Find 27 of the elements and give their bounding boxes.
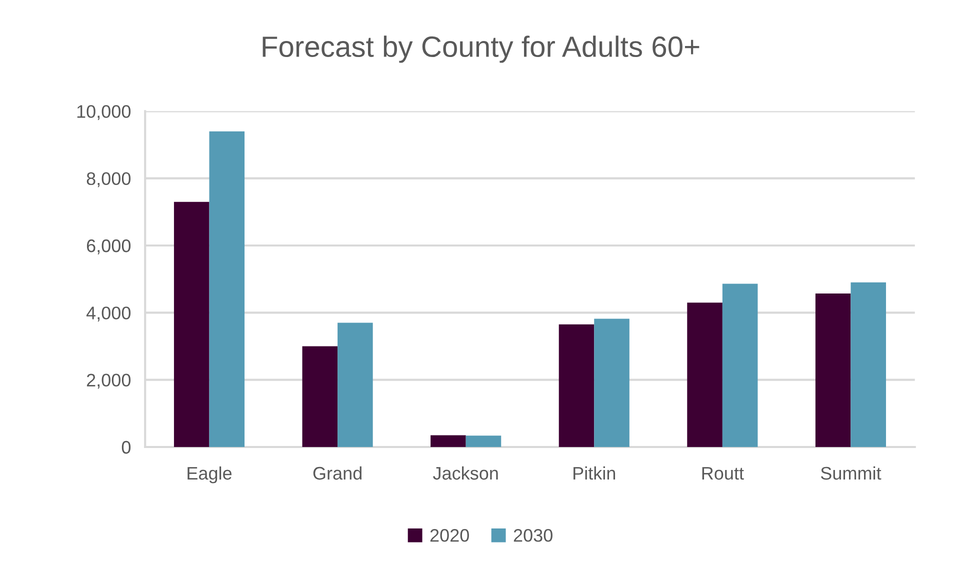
bar: [850, 282, 886, 447]
bar: [558, 324, 594, 447]
legend-label: 2030: [514, 529, 552, 542]
y-tick-label: 4,000: [86, 306, 131, 322]
bar: [209, 131, 245, 447]
bar: [687, 302, 722, 447]
y-tick-label: 8,000: [86, 172, 131, 188]
x-tick-label: Routt: [702, 467, 744, 480]
y-tick-label: 2,000: [86, 374, 131, 389]
x-tick-label: Pitkin: [574, 466, 616, 480]
bar: [722, 284, 758, 447]
x-tick-label: Grand: [313, 466, 362, 480]
y-tick-label: 10,000: [77, 105, 131, 120]
bar: [466, 436, 502, 447]
bar: [430, 435, 466, 447]
legend-label: 2020: [430, 529, 469, 542]
x-tick-label: Summit: [820, 466, 882, 480]
bar: [338, 322, 373, 447]
y-tick-label: 6,000: [86, 239, 131, 254]
x-tick-label: Eagle: [188, 466, 232, 484]
chart-title: Forecast by County for Adults 60+: [262, 36, 700, 63]
x-tick-label: Jackson: [433, 466, 498, 480]
bar: [302, 346, 338, 447]
y-tick-label: 0: [122, 440, 131, 454]
bar: [594, 318, 630, 447]
bar: [815, 294, 851, 447]
bar: [174, 202, 210, 447]
